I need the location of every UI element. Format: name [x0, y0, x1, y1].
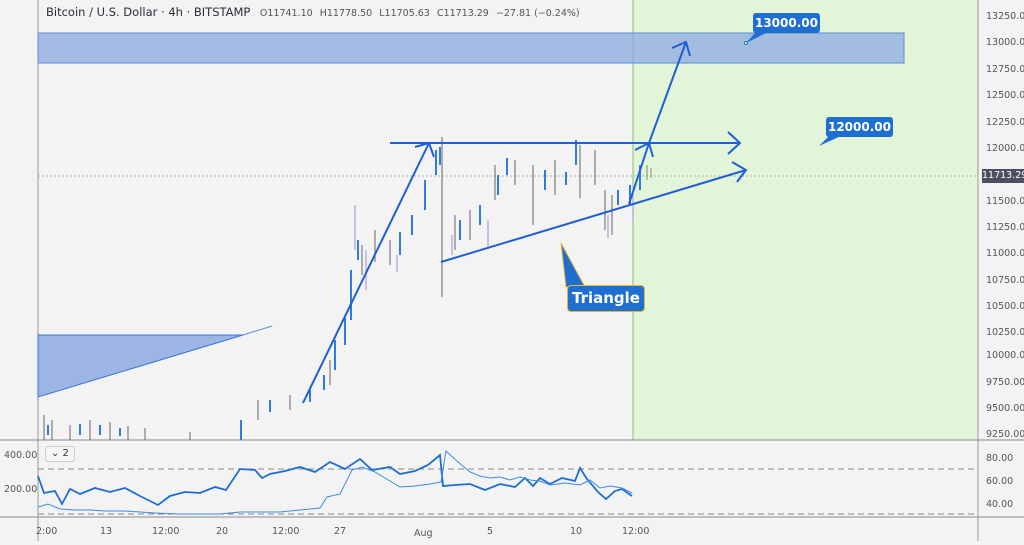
svg-text:10000.00: 10000.00	[986, 350, 1024, 361]
svg-text:9750.00: 9750.00	[986, 377, 1024, 388]
svg-text:13000.00: 13000.00	[986, 37, 1024, 48]
svg-text:9500.00: 9500.00	[986, 403, 1024, 414]
target-callout-12000[interactable]: 12000.00	[826, 117, 893, 137]
open-value: O11741.10	[259, 8, 313, 19]
svg-text:12500.00: 12500.00	[986, 90, 1024, 101]
indicator-slow-line	[37, 450, 633, 515]
candles	[43, 137, 652, 440]
indicator-collapse-toggle[interactable]: ⌄ 2	[45, 446, 75, 462]
svg-text:12:00: 12:00	[152, 526, 179, 537]
svg-text:13: 13	[100, 526, 112, 537]
target-callout-13000[interactable]: 13000.00	[753, 13, 820, 33]
svg-text:10750.00: 10750.00	[986, 275, 1024, 286]
pattern-callout-triangle[interactable]: Triangle	[567, 285, 645, 312]
svg-text:10500.00: 10500.00	[986, 301, 1024, 312]
indicator-pane: 400.00 200.00	[4, 450, 978, 515]
svg-text:200.00: 200.00	[4, 484, 37, 495]
time-axis: 2:00 13 12:00 20 12:00 27 Aug 5 10 12:00	[36, 526, 649, 539]
svg-text:12:00: 12:00	[622, 526, 649, 537]
svg-text:9250.00: 9250.00	[986, 429, 1024, 440]
svg-text:12:00: 12:00	[272, 526, 299, 537]
high-value: H11778.50	[319, 8, 373, 19]
svg-text:11500.00: 11500.00	[986, 196, 1024, 207]
price-axis: 13250.00 13000.00 12750.00 12500.00 1225…	[986, 11, 1024, 510]
forecast-zone	[633, 0, 978, 440]
svg-text:27: 27	[334, 526, 346, 537]
svg-text:60.00: 60.00	[986, 476, 1013, 487]
close-value: C11713.29	[436, 8, 489, 19]
svg-text:11250.00: 11250.00	[986, 222, 1024, 233]
svg-text:10: 10	[570, 526, 582, 537]
symbol-title: Bitcoin / U.S. Dollar · 4h · BITSTAMP	[46, 5, 251, 19]
svg-text:40.00: 40.00	[986, 499, 1013, 510]
svg-text:2:00: 2:00	[36, 526, 57, 537]
resistance-zone	[37, 32, 905, 64]
svg-text:12750.00: 12750.00	[986, 64, 1024, 75]
trend-drawings	[302, 40, 748, 404]
ohlc-values: O11741.10 H11778.50 L11705.63 C11713.29 …	[260, 8, 584, 19]
indicator-fast-line	[37, 453, 633, 507]
svg-text:12000.00: 12000.00	[986, 143, 1024, 154]
svg-text:10250.00: 10250.00	[986, 327, 1024, 338]
low-value: L11705.63	[379, 8, 430, 19]
svg-text:12250.00: 12250.00	[986, 117, 1024, 128]
svg-text:11000.00: 11000.00	[986, 248, 1024, 259]
svg-text:13250.00: 13250.00	[986, 11, 1024, 22]
svg-text:80.00: 80.00	[986, 453, 1013, 464]
svg-text:5: 5	[487, 526, 493, 537]
svg-text:Aug: Aug	[414, 528, 433, 539]
svg-text:400.00: 400.00	[4, 450, 37, 461]
change-value: −27.81 (−0.24%)	[495, 8, 580, 19]
wedge-shape	[37, 334, 244, 398]
symbol-legend[interactable]: Bitcoin / U.S. Dollar · 4h · BITSTAMP O1…	[46, 5, 584, 19]
last-price-tag: 11713.29	[982, 169, 1024, 183]
svg-text:20: 20	[216, 526, 228, 537]
